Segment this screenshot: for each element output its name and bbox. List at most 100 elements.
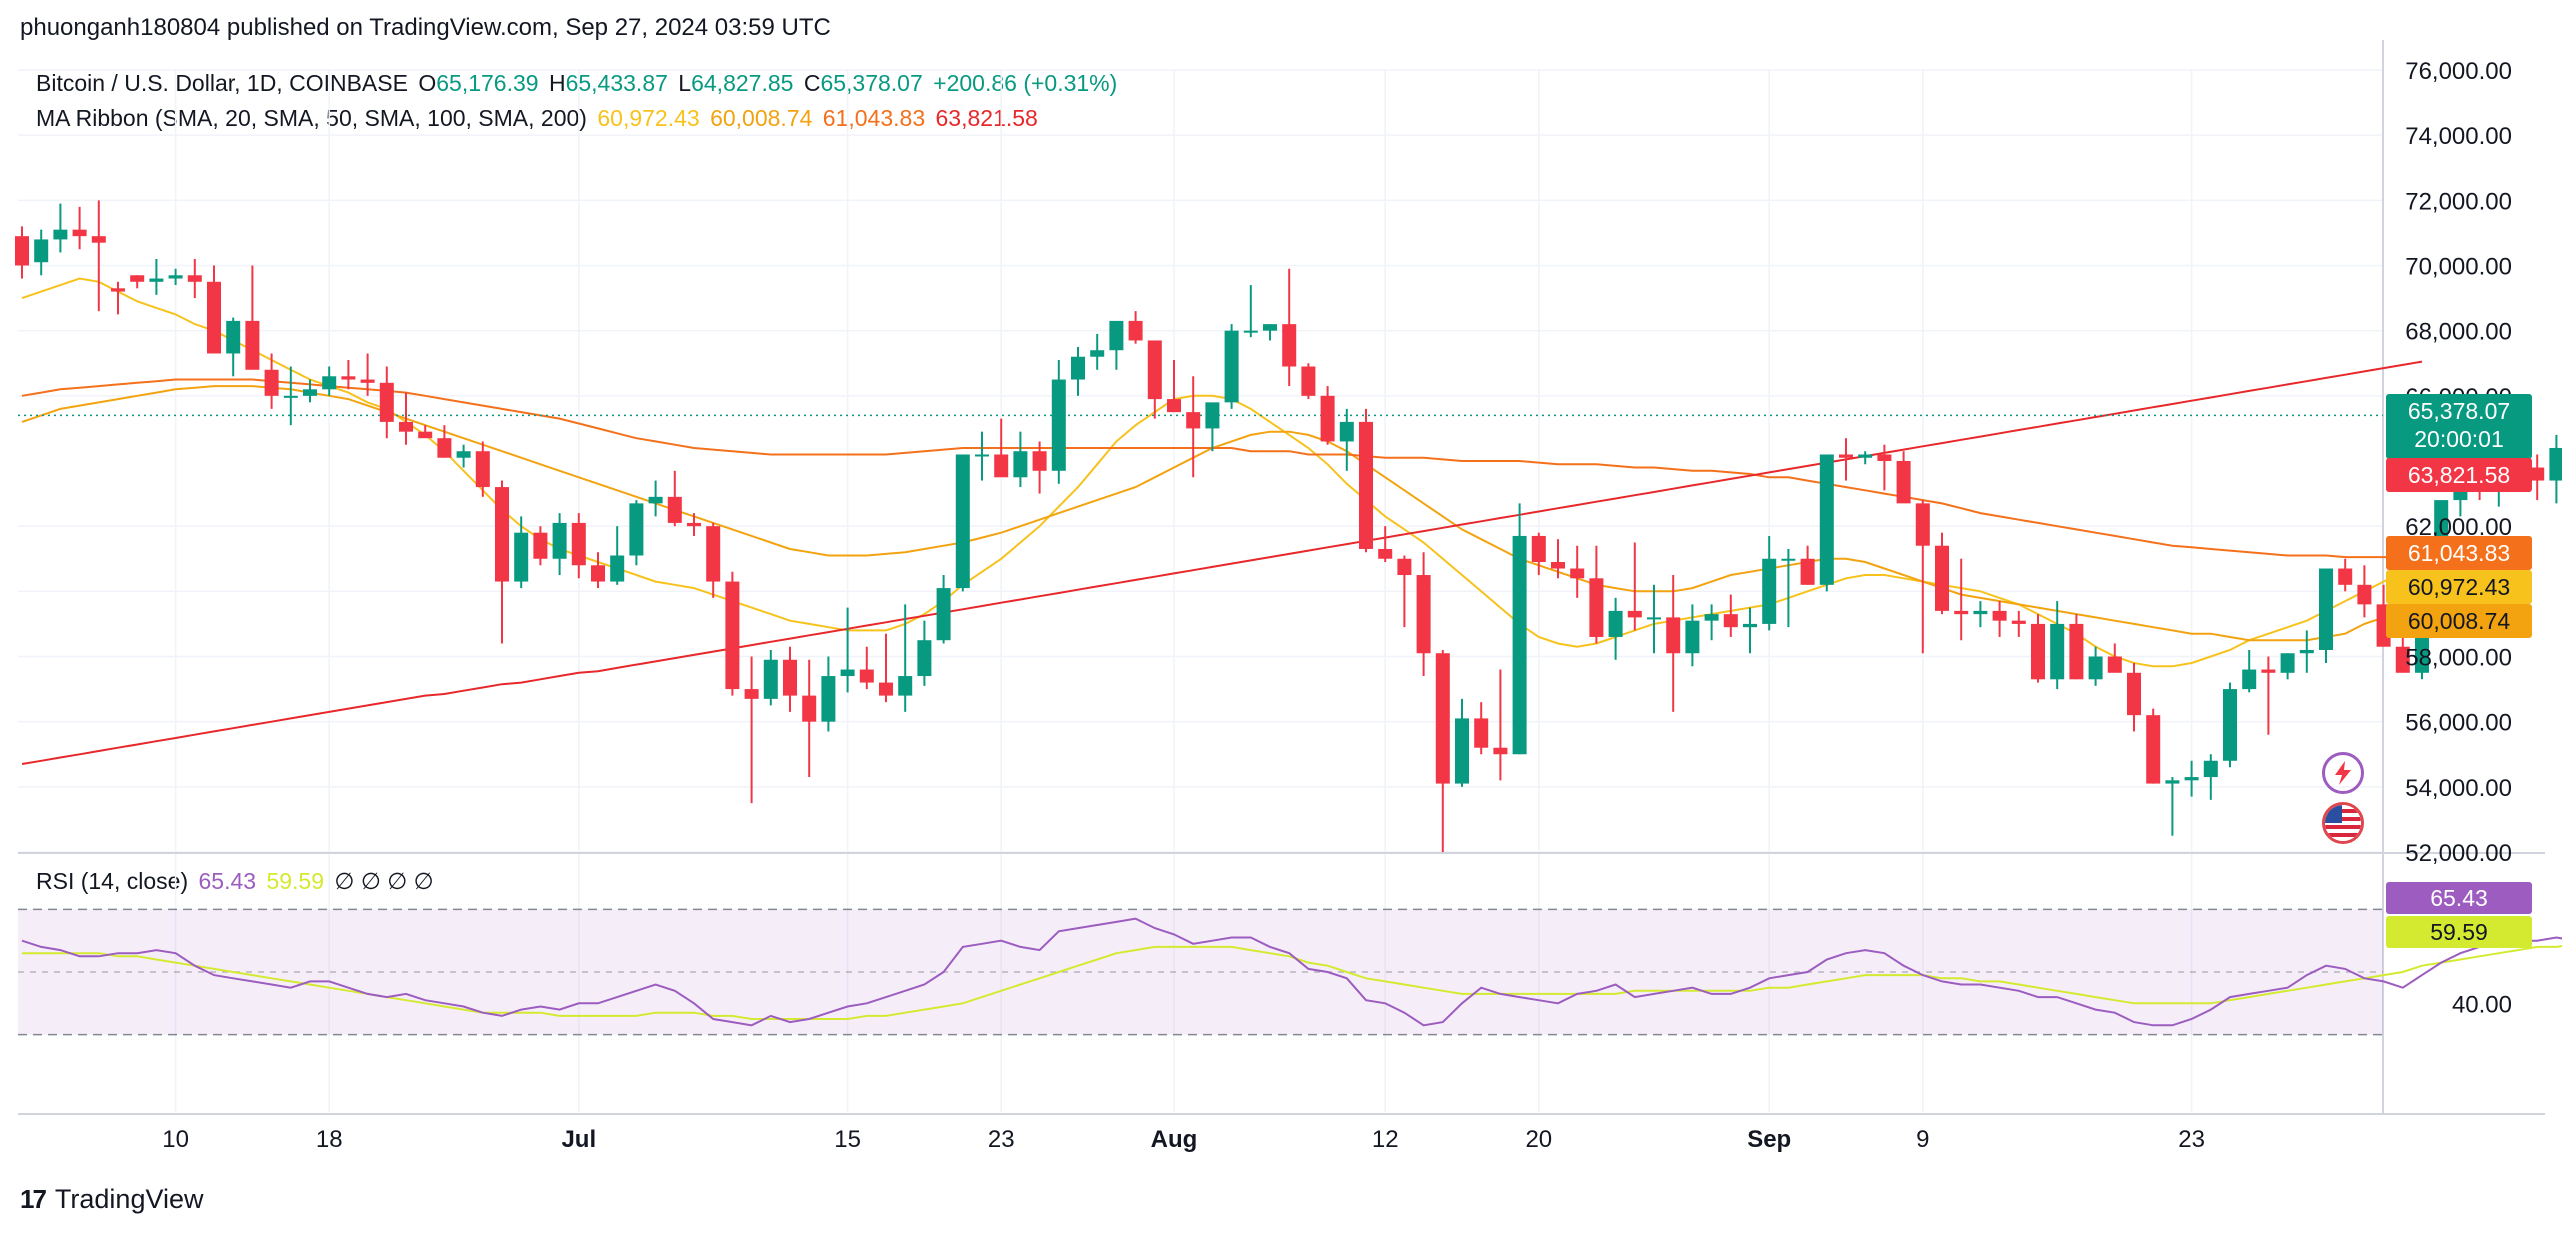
candle[interactable] (1301, 363, 1315, 399)
candle[interactable] (1321, 386, 1335, 445)
candle[interactable] (2319, 569, 2333, 663)
candle[interactable] (629, 500, 643, 565)
candle[interactable] (821, 657, 835, 732)
candle[interactable] (169, 269, 183, 285)
candle[interactable] (2108, 643, 2122, 672)
candle[interactable] (1628, 542, 1642, 630)
candle[interactable] (1129, 311, 1143, 344)
candle[interactable] (341, 360, 355, 389)
candle[interactable] (1589, 546, 1603, 644)
candle[interactable] (841, 608, 855, 693)
candle[interactable] (1762, 536, 1776, 630)
footer-brand[interactable]: 17 TradingView (20, 1184, 204, 1215)
candle[interactable] (2261, 657, 2275, 735)
candle[interactable] (1205, 402, 1219, 451)
candle[interactable] (956, 454, 970, 591)
candle[interactable] (533, 526, 547, 565)
candle[interactable] (1013, 432, 1027, 487)
candle[interactable] (2031, 614, 2045, 682)
candle[interactable] (1282, 269, 1296, 386)
candle[interactable] (2069, 614, 2083, 679)
candle[interactable] (1666, 575, 1680, 712)
candle[interactable] (1493, 670, 1507, 781)
candle[interactable] (92, 200, 106, 311)
candle[interactable] (1820, 454, 1834, 591)
candle[interactable] (2357, 565, 2371, 617)
candle[interactable] (1148, 340, 1162, 418)
candle[interactable] (1916, 500, 1930, 653)
candle[interactable] (1935, 533, 1949, 614)
candle[interactable] (1954, 559, 1968, 640)
candle[interactable] (1033, 441, 1047, 493)
candle[interactable] (725, 572, 739, 696)
candle[interactable] (1570, 546, 1584, 598)
candle[interactable] (2089, 647, 2103, 686)
candle[interactable] (610, 526, 624, 585)
candle[interactable] (1244, 285, 1258, 337)
candle[interactable] (2012, 611, 2026, 637)
candle[interactable] (73, 207, 87, 249)
candle[interactable] (111, 282, 125, 315)
candle[interactable] (1109, 321, 1123, 370)
candle[interactable] (1263, 324, 1277, 340)
candle[interactable] (1052, 360, 1066, 484)
candle[interactable] (860, 647, 874, 689)
candle[interactable] (1647, 585, 1661, 653)
candle[interactable] (476, 441, 490, 496)
candle[interactable] (745, 657, 759, 804)
candle[interactable] (1705, 604, 1719, 640)
candle[interactable] (2185, 761, 2199, 797)
candle[interactable] (226, 318, 240, 377)
candle[interactable] (1417, 552, 1431, 676)
candle[interactable] (1993, 601, 2007, 637)
candle[interactable] (495, 481, 509, 644)
candle[interactable] (34, 230, 48, 276)
candle[interactable] (1858, 451, 1872, 464)
candle[interactable] (1724, 595, 1738, 637)
candle[interactable] (668, 471, 682, 526)
candle[interactable] (2530, 454, 2544, 500)
candle[interactable] (1801, 546, 1815, 585)
candle[interactable] (706, 523, 720, 598)
candle[interactable] (1973, 601, 1987, 627)
candle[interactable] (917, 621, 931, 686)
candle[interactable] (1167, 360, 1181, 412)
candle[interactable] (2281, 653, 2295, 679)
candle[interactable] (2146, 709, 2160, 784)
candle[interactable] (937, 575, 951, 643)
candle[interactable] (1609, 598, 1623, 660)
candle[interactable] (553, 513, 567, 575)
candle[interactable] (2549, 435, 2562, 503)
candle[interactable] (380, 367, 394, 439)
candle[interactable] (149, 259, 163, 295)
candle[interactable] (764, 650, 778, 705)
candle[interactable] (130, 275, 144, 288)
candle[interactable] (1340, 409, 1354, 471)
candle[interactable] (687, 513, 701, 536)
candle[interactable] (207, 266, 221, 354)
candle[interactable] (457, 445, 471, 468)
candle[interactable] (2338, 559, 2352, 592)
candle[interactable] (1436, 650, 1450, 852)
candle[interactable] (1071, 347, 1085, 396)
candle[interactable] (1186, 376, 1200, 477)
candle[interactable] (15, 226, 29, 278)
candle[interactable] (1090, 334, 1104, 370)
candle[interactable] (303, 380, 317, 403)
candle[interactable] (245, 266, 259, 370)
candle[interactable] (1743, 608, 1757, 654)
candle[interactable] (649, 481, 663, 517)
candle[interactable] (1378, 526, 1392, 562)
candle[interactable] (2223, 683, 2237, 768)
candle[interactable] (1513, 503, 1527, 754)
candle[interactable] (1455, 699, 1469, 787)
candle[interactable] (2300, 630, 2314, 672)
candle[interactable] (591, 552, 605, 588)
candle[interactable] (2165, 777, 2179, 836)
candle[interactable] (1359, 409, 1373, 552)
candle[interactable] (572, 513, 586, 578)
candle[interactable] (802, 660, 816, 777)
candle[interactable] (2050, 601, 2064, 689)
candle[interactable] (879, 634, 893, 702)
